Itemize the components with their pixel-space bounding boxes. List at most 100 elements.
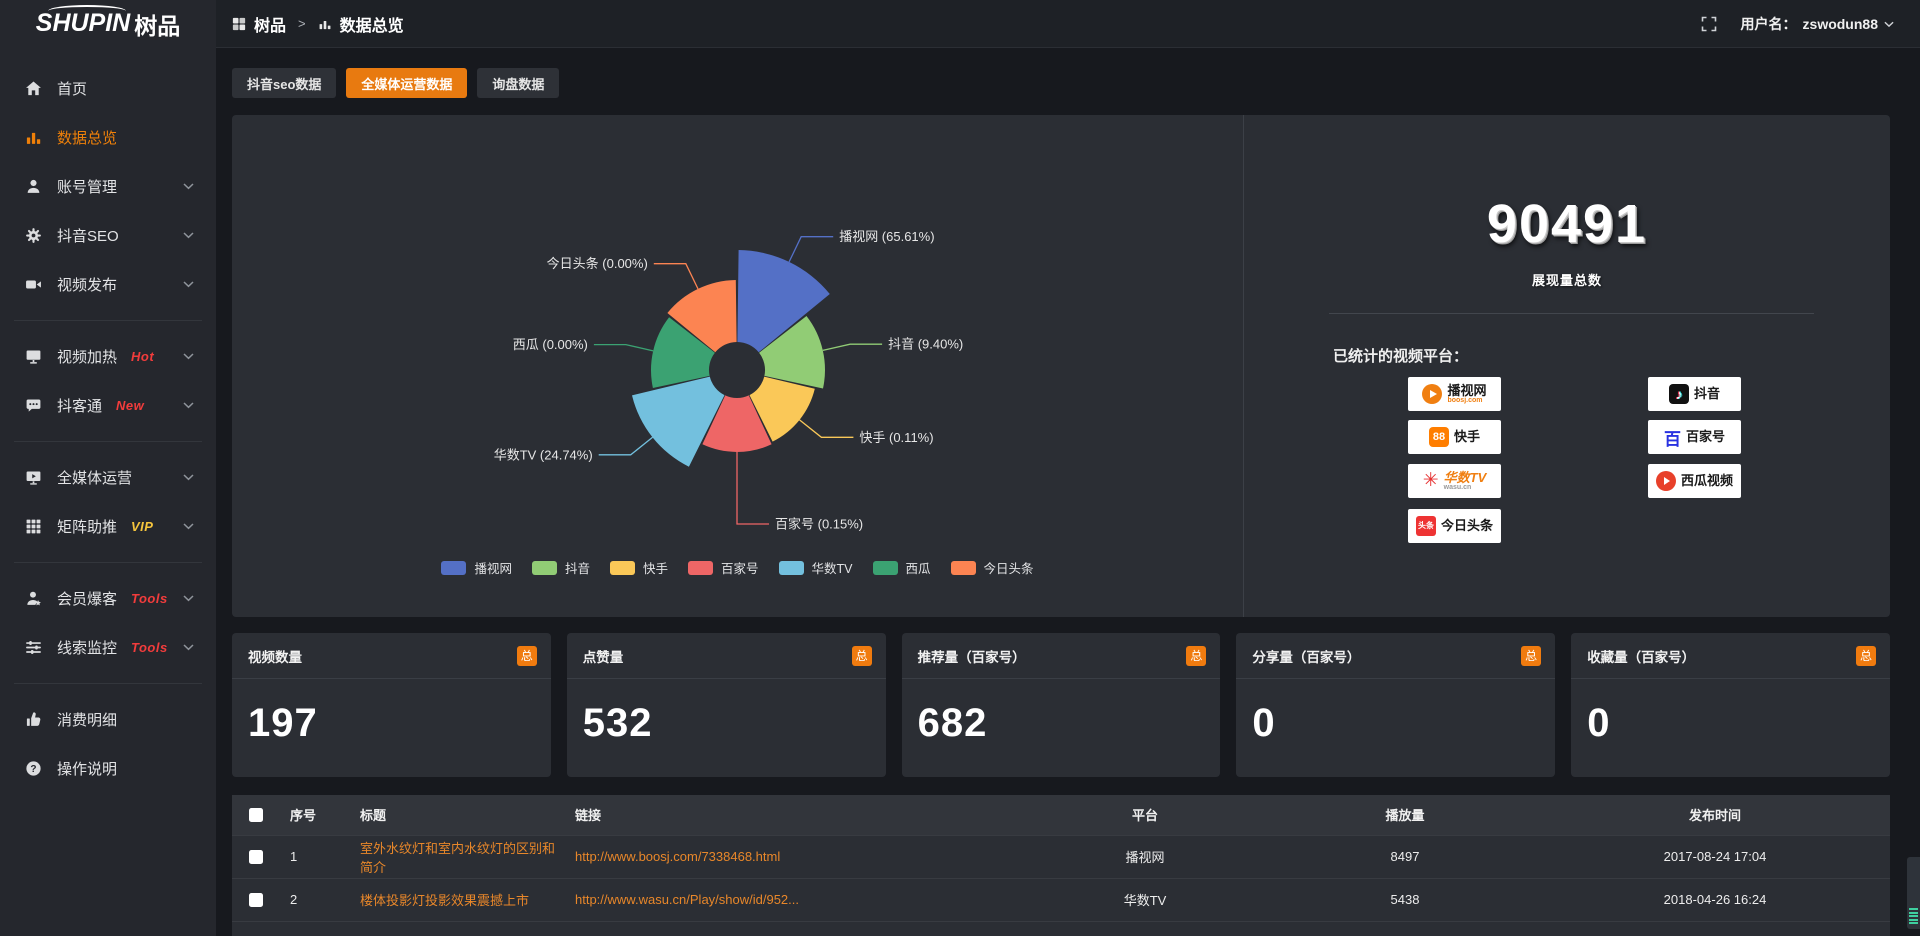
help-icon: ? (24, 760, 42, 777)
video-table-wrap: 序号 标题 链接 平台 播放量 发布时间 1 室外水纹灯和室内水纹灯的区别和简介 http:/… (232, 795, 1890, 936)
svg-text:快手 (0.11%): 快手 (0.11%) (859, 430, 933, 445)
total-badge[interactable]: 总 (851, 645, 872, 666)
legend-swatch (609, 560, 635, 575)
stat-cards-row: 视频数量总 197 点赞量总 532 推荐量（百家号）总 682 分享量（百家号）总 0 收藏量… (232, 633, 1890, 777)
sidebar: 首页 数据总览账号管理抖音SEO 视频发布视频加热 Hot 抖客通 New 全媒体运营矩阵助… (0, 48, 216, 936)
rose-chart-area: 播视网 (65.61%) 抖音 (9.40%) 快手 (0.11%) 百家号 (0.1… (232, 115, 1243, 617)
sidebar-item-label: 全媒体运营 (57, 470, 133, 487)
summary-divider (1329, 313, 1814, 314)
total-badge[interactable]: 总 (1855, 645, 1876, 666)
sidebar-item-11[interactable]: 消费明细 (0, 695, 216, 744)
platform-logo-5[interactable]: 百百家号 (1648, 420, 1741, 454)
user-menu[interactable]: 用户名： zswodun88 (1741, 14, 1894, 34)
sidebar-item-8[interactable]: 矩阵助推 VIP (0, 502, 216, 551)
cell-publish-time: 2018-04-26 16:24 (1540, 877, 1890, 921)
svg-text:抖音 (9.40%): 抖音 (9.40%) (888, 337, 963, 352)
platform-logo-6[interactable]: 西瓜视频 (1648, 464, 1741, 498)
monitor-icon (24, 469, 42, 486)
legend-item-0[interactable]: 播视网 (441, 558, 512, 577)
sidebar-item-label: 会员爆客 (57, 591, 118, 608)
boosj-logo (1422, 384, 1443, 404)
sidebar-item-12[interactable]: ? 操作说明 (0, 744, 216, 793)
breadcrumb-current-icon (318, 17, 332, 31)
kuaishou-logo: 88 (1428, 427, 1449, 447)
sidebar-item-0[interactable]: 首页 (0, 64, 216, 113)
legend-item-2[interactable]: 快手 (609, 558, 668, 577)
breadcrumb-root[interactable]: 树品 (254, 17, 287, 35)
widget-stripes-icon (1907, 907, 1920, 924)
breadcrumb-root-icon (232, 17, 246, 31)
legend-label: 今日头条 (983, 562, 1034, 576)
tab-1[interactable]: 全媒体运营数据 (346, 68, 468, 98)
chart-legend: 播视网 抖音 快手 百家号 华数TV 西瓜 今日头条 (232, 558, 1243, 577)
cell-title-link[interactable]: 室外水纹灯和室内水纹灯的区别和简介 (350, 834, 565, 878)
sidebar-item-label: 视频加热 (57, 349, 118, 366)
stat-card-label: 视频数量 (248, 649, 302, 665)
legend-label: 抖音 (564, 562, 590, 576)
logo-arc-decoration (48, 4, 126, 17)
sidebar-item-5[interactable]: 视频加热 Hot (0, 332, 216, 381)
total-badge[interactable]: 总 (1186, 645, 1207, 666)
stat-card-3: 分享量（百家号） 总 0 (1236, 633, 1556, 777)
legend-item-5[interactable]: 西瓜 (872, 558, 931, 577)
stat-card-value: 532 (582, 701, 653, 745)
cell-publish-time: 2017-08-24 17:04 (1540, 834, 1890, 878)
col-header-2: 链接 (565, 795, 1020, 835)
stat-card-1: 点赞量 总 532 (566, 633, 886, 777)
col-header-4: 播放量 (1270, 795, 1540, 835)
tab-2[interactable]: 询盘数据 (477, 68, 560, 98)
sidebar-item-7[interactable]: 全媒体运营 (0, 453, 216, 502)
legend-label: 播视网 (474, 562, 512, 576)
legend-item-6[interactable]: 今日头条 (950, 558, 1034, 577)
cell-platform: 播视网 (1020, 834, 1270, 878)
cell-url-link[interactable]: http://www.wasu.cn/Play/show/id/952... (565, 877, 1020, 921)
sidebar-item-9[interactable]: 会员爆客 Tools (0, 574, 216, 623)
platform-logo-3[interactable]: 头条 今日头条 (1408, 509, 1501, 543)
sidebar-item-2[interactable]: 账号管理 (0, 162, 216, 211)
total-impressions-label: 展现量总数 (1531, 273, 1602, 288)
sidebar-item-6[interactable]: 抖客通 New (0, 381, 216, 430)
legend-label: 百家号 (721, 562, 759, 576)
platform-sub: boosj.com (1447, 397, 1483, 405)
sidebar-item-10[interactable]: 线索监控 Tools (0, 623, 216, 672)
cell-title-link[interactable]: 楼体投影灯投影效果震撼上市 (350, 877, 565, 921)
select-all-checkbox[interactable] (249, 807, 263, 822)
legend-label: 快手 (642, 562, 668, 576)
platform-logo-4[interactable]: ♪ 抖音 (1648, 377, 1741, 411)
legend-item-4[interactable]: 华数TV (778, 558, 853, 577)
sidebar-item-label: 操作说明 (57, 761, 118, 778)
sidebar-badge: Hot (131, 349, 155, 364)
chat-icon (24, 397, 42, 414)
summary-area: 90491 展现量总数 已统计的视频平台： 播视网 boosj.com 88 快手 ✳ 华… (1243, 115, 1890, 617)
legend-label: 华数TV (811, 562, 853, 576)
platform-logo-2[interactable]: ✳ 华数TV wasu.cn (1408, 464, 1501, 498)
svg-text:西瓜 (0.00%): 西瓜 (0.00%) (513, 337, 588, 352)
wasu-logo: ✳ (1422, 470, 1439, 491)
breadcrumb: 树品 > 数据总览 (232, 12, 404, 36)
platform-name: 抖音 (1693, 386, 1720, 402)
sidebar-item-label: 抖客通 (57, 398, 103, 415)
baijiahao-logo: 百 (1663, 429, 1681, 449)
tab-0[interactable]: 抖音seo数据 (232, 68, 337, 98)
cell-url-link[interactable]: http://www.boosj.com/7338468.html (565, 834, 1020, 878)
platform-sub: wasu.cn (1443, 484, 1472, 492)
platform-name: 快手 (1453, 429, 1480, 445)
breadcrumb-current: 数据总览 (339, 17, 404, 35)
app-logo[interactable]: SHUPIN 树品 (0, 0, 216, 48)
fullscreen-icon[interactable] (1701, 16, 1717, 32)
platform-logo-0[interactable]: 播视网 boosj.com (1408, 377, 1501, 411)
row-checkbox[interactable] (249, 892, 263, 907)
floating-side-widget[interactable] (1907, 857, 1920, 929)
svg-text:百家号 (0.15%): 百家号 (0.15%) (775, 517, 863, 532)
legend-label: 西瓜 (905, 562, 931, 576)
total-badge[interactable]: 总 (1521, 645, 1542, 666)
total-badge[interactable]: 总 (516, 645, 537, 666)
legend-item-3[interactable]: 百家号 (688, 558, 759, 577)
sidebar-item-4[interactable]: 视频发布 (0, 260, 216, 309)
platform-logo-1[interactable]: 88 快手 (1408, 420, 1501, 454)
legend-item-1[interactable]: 抖音 (531, 558, 590, 577)
sidebar-item-label: 账号管理 (57, 179, 118, 196)
sidebar-item-1[interactable]: 数据总览 (0, 113, 216, 162)
row-checkbox[interactable] (249, 849, 263, 864)
sidebar-item-3[interactable]: 抖音SEO (0, 211, 216, 260)
